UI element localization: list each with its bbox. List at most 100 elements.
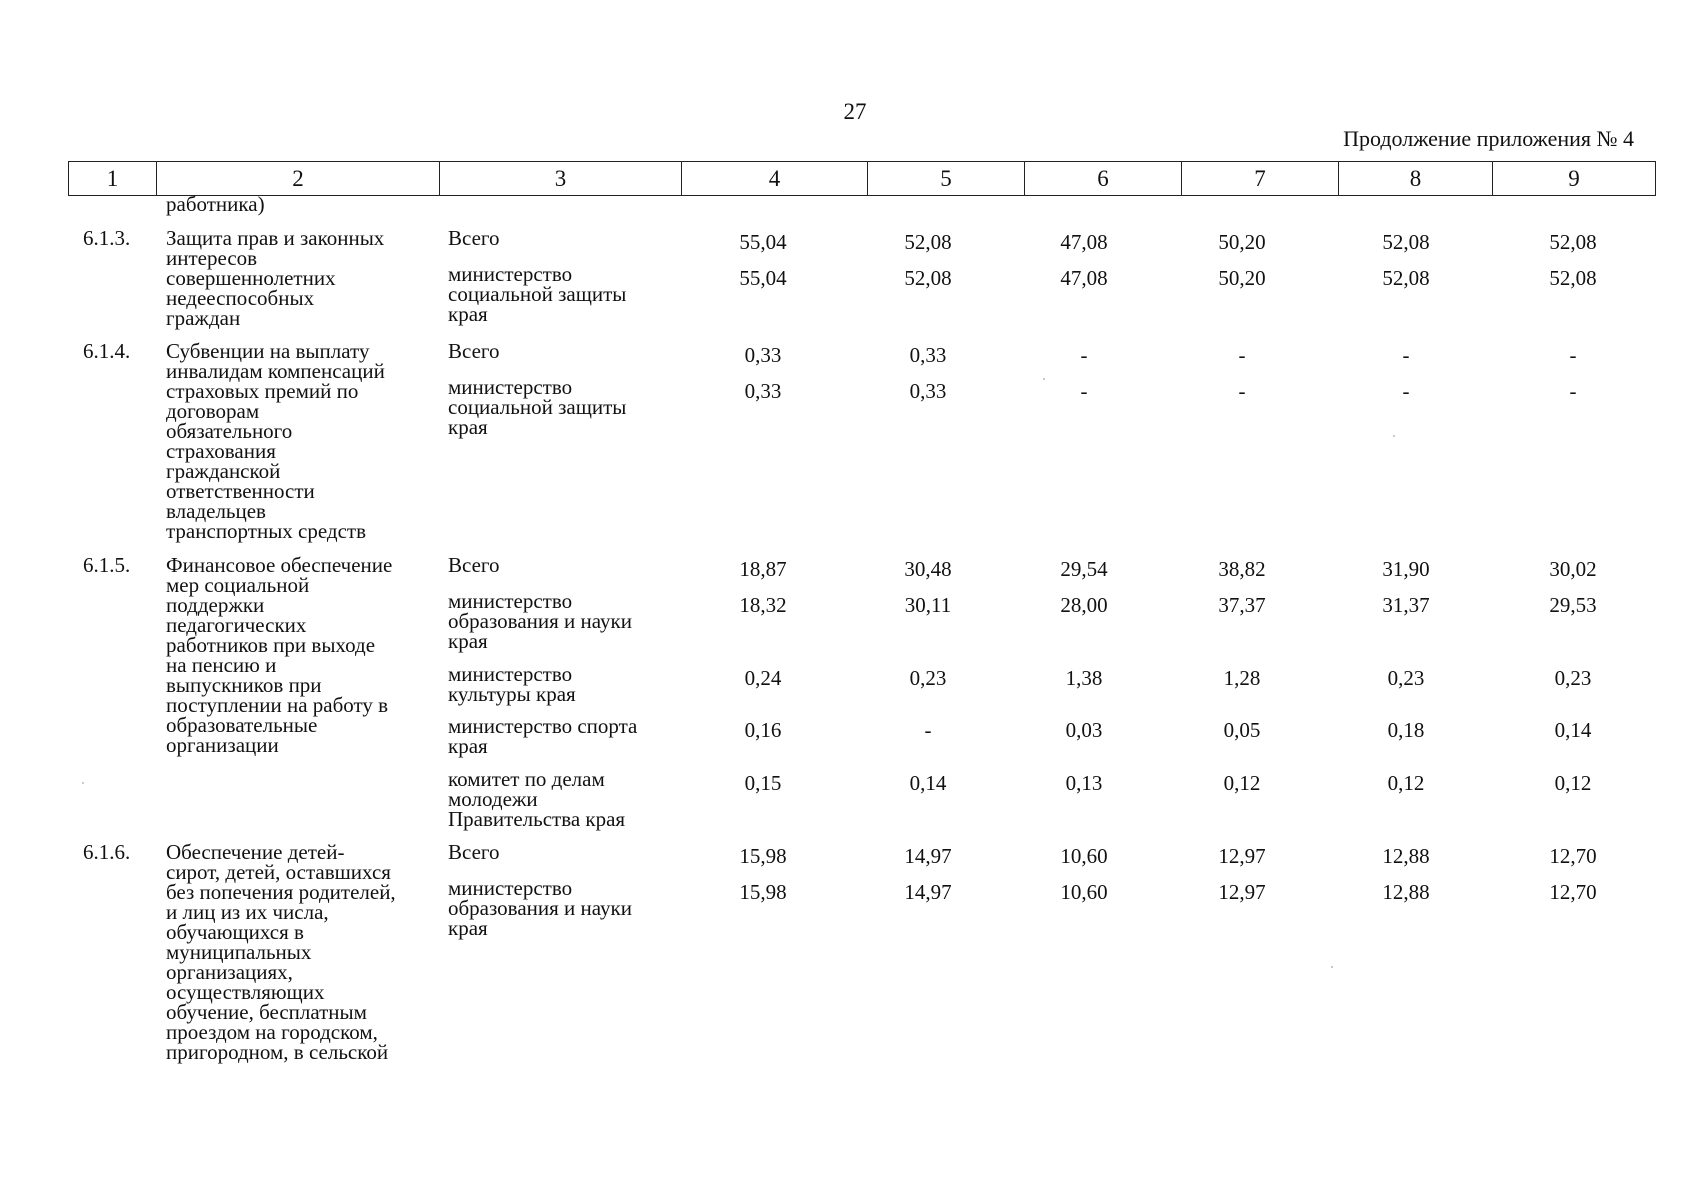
page-number: 27 bbox=[843, 99, 867, 124]
column-header: 4 bbox=[681, 161, 868, 196]
value-cell: 0,33 bbox=[744, 379, 782, 403]
value-cell: 14,97 bbox=[904, 844, 952, 868]
value-cell: 15,98 bbox=[739, 844, 787, 868]
section-code: 6.1.6. bbox=[83, 840, 131, 864]
value-cell: 50,20 bbox=[1218, 266, 1266, 290]
value-cell: 0,33 bbox=[744, 343, 782, 367]
appendix-title: Продолжение приложения № 4 bbox=[1343, 126, 1634, 151]
value-cell: 0,24 bbox=[744, 666, 782, 690]
value-cell: 30,48 bbox=[904, 557, 952, 581]
value-cell: 0,03 bbox=[1065, 718, 1103, 742]
column-header: 2 bbox=[156, 161, 440, 196]
value-cell: 0,14 bbox=[1554, 718, 1592, 742]
value-cell: 18,87 bbox=[739, 557, 787, 581]
executor-label: министерство социальной защиты края bbox=[448, 375, 627, 439]
column-header-row: 1 2 3 4 5 6 7 8 9 bbox=[68, 161, 1656, 196]
section-name: Финансовое обеспечение мер социальной подд… bbox=[166, 553, 393, 757]
executor-label: министерство образования и науки края bbox=[448, 589, 632, 653]
value-cell: 52,08 bbox=[1382, 266, 1430, 290]
value-cell: 37,37 bbox=[1218, 593, 1266, 617]
value-cell: 28,00 bbox=[1060, 593, 1108, 617]
executor-label: Всего bbox=[448, 553, 500, 577]
value-cell: 29,54 bbox=[1060, 557, 1108, 581]
value-cell: 31,37 bbox=[1382, 593, 1430, 617]
value-cell: - bbox=[1569, 343, 1577, 367]
value-cell: 18,32 bbox=[739, 593, 787, 617]
value-cell: 52,08 bbox=[904, 266, 952, 290]
section-name: Субвенции на выплату инвалидам компенсаци… bbox=[166, 339, 385, 543]
value-cell: 0,33 bbox=[909, 343, 947, 367]
value-cell: 52,08 bbox=[904, 230, 952, 254]
column-header: 9 bbox=[1492, 161, 1656, 196]
value-cell: 30,11 bbox=[904, 593, 952, 617]
value-cell: 0,12 bbox=[1223, 771, 1261, 795]
value-cell: - bbox=[1080, 343, 1088, 367]
column-header-table: 1 2 3 4 5 6 7 8 9 bbox=[68, 161, 1656, 196]
continuation-text: работника) bbox=[166, 192, 265, 216]
scan-speck bbox=[1331, 966, 1333, 968]
value-cell: 0,23 bbox=[1387, 666, 1425, 690]
value-cell: 0,15 bbox=[744, 771, 782, 795]
executor-label: комитет по делам молодежи Правительства кр… bbox=[448, 767, 626, 831]
scan-speck bbox=[82, 782, 84, 784]
scan-speck bbox=[1393, 435, 1395, 437]
value-cell: 29,53 bbox=[1549, 593, 1597, 617]
section-code: 6.1.5. bbox=[83, 553, 131, 577]
column-header: 6 bbox=[1024, 161, 1182, 196]
value-cell: 47,08 bbox=[1060, 230, 1108, 254]
value-cell: 30,02 bbox=[1549, 557, 1597, 581]
value-cell: 55,04 bbox=[739, 266, 787, 290]
executor-label: министерство культуры края bbox=[448, 662, 576, 706]
value-cell: 0,18 bbox=[1387, 718, 1425, 742]
value-cell: 52,08 bbox=[1549, 266, 1597, 290]
value-cell: 0,23 bbox=[1554, 666, 1592, 690]
value-cell: - bbox=[1080, 379, 1088, 403]
executor-label: Всего bbox=[448, 840, 500, 864]
value-cell: 31,90 bbox=[1382, 557, 1430, 581]
value-cell: 47,08 bbox=[1060, 266, 1108, 290]
value-cell: 12,70 bbox=[1549, 844, 1597, 868]
value-cell: 0,23 bbox=[909, 666, 947, 690]
column-header: 7 bbox=[1181, 161, 1339, 196]
value-cell: - bbox=[1238, 379, 1246, 403]
executor-label: министерство образования и науки края bbox=[448, 876, 632, 940]
column-header: 3 bbox=[439, 161, 682, 196]
value-cell: 1,28 bbox=[1223, 666, 1261, 690]
value-cell: 52,08 bbox=[1382, 230, 1430, 254]
column-header: 8 bbox=[1338, 161, 1493, 196]
value-cell: 12,70 bbox=[1549, 880, 1597, 904]
value-cell: 38,82 bbox=[1218, 557, 1266, 581]
section-name: Обеспечение детей-сирот, детей, оставших… bbox=[166, 840, 396, 1064]
executor-label: министерство спорта края bbox=[448, 714, 638, 758]
value-cell: 0,13 bbox=[1065, 771, 1103, 795]
value-cell: 0,14 bbox=[909, 771, 947, 795]
value-cell: 15,98 bbox=[739, 880, 787, 904]
value-cell: 50,20 bbox=[1218, 230, 1266, 254]
value-cell: 14,97 bbox=[904, 880, 952, 904]
value-cell: 12,88 bbox=[1382, 880, 1430, 904]
value-cell: - bbox=[1402, 343, 1410, 367]
scan-speck bbox=[1043, 378, 1045, 380]
column-header: 5 bbox=[867, 161, 1025, 196]
value-cell: 12,97 bbox=[1218, 880, 1266, 904]
executor-label: Всего bbox=[448, 226, 500, 250]
executor-label: министерство социальной защиты края bbox=[448, 262, 627, 326]
section-code: 6.1.3. bbox=[83, 226, 131, 250]
value-cell: - bbox=[1569, 379, 1577, 403]
value-cell: 55,04 bbox=[739, 230, 787, 254]
value-cell: 1,38 bbox=[1065, 666, 1103, 690]
value-cell: 0,12 bbox=[1554, 771, 1592, 795]
value-cell: 52,08 bbox=[1549, 230, 1597, 254]
value-cell: 12,88 bbox=[1382, 844, 1430, 868]
section-name: Защита прав и законных интересов совершенн… bbox=[166, 226, 385, 330]
value-cell: 10,60 bbox=[1060, 844, 1108, 868]
value-cell: 0,12 bbox=[1387, 771, 1425, 795]
value-cell: - bbox=[924, 718, 932, 742]
value-cell: 0,33 bbox=[909, 379, 947, 403]
section-code: 6.1.4. bbox=[83, 339, 131, 363]
value-cell: - bbox=[1238, 343, 1246, 367]
value-cell: 12,97 bbox=[1218, 844, 1266, 868]
column-header: 1 bbox=[68, 161, 157, 196]
value-cell: 0,05 bbox=[1223, 718, 1261, 742]
value-cell: - bbox=[1402, 379, 1410, 403]
